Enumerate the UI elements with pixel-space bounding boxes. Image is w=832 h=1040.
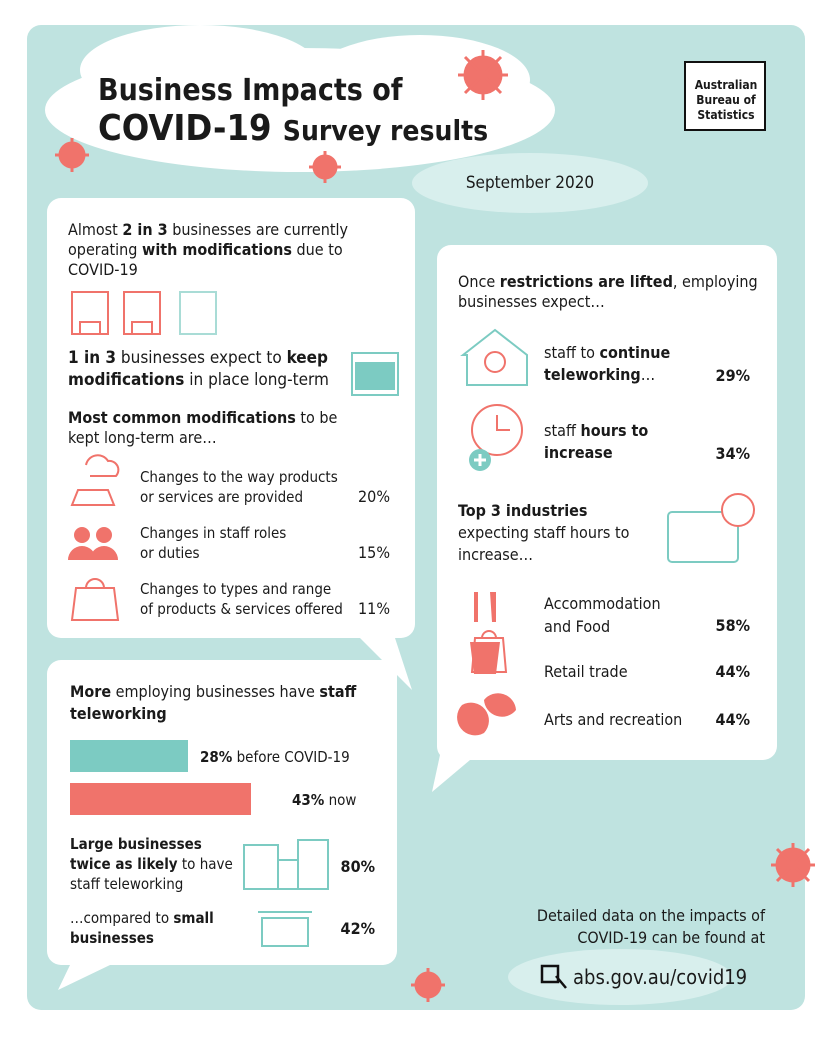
- pct: 42%: [340, 919, 375, 938]
- item: Changes to the way products or services a…: [140, 467, 338, 507]
- text: Large businesses twice as likely: [70, 835, 202, 873]
- logo-line: Bureau of: [696, 93, 756, 107]
- line: or duties: [140, 544, 200, 562]
- logo-line: Australian: [694, 78, 758, 92]
- text: in place long-term: [184, 370, 329, 390]
- pct: 43%: [292, 791, 325, 809]
- title: Business Impacts of: [98, 73, 403, 108]
- line: Changes to the way products: [140, 468, 338, 486]
- text: businesses expect to: [116, 348, 287, 368]
- title-line: COVID-19 Survey results: [98, 108, 488, 152]
- footer-text: Detailed data on the impacts of COVID-19…: [536, 906, 765, 947]
- pct: 20%: [358, 487, 390, 506]
- text: staff to: [544, 343, 600, 362]
- large: Large businesses twice as likely to have…: [70, 834, 240, 894]
- text: before COVID-19: [236, 748, 350, 766]
- link[interactable]: abs.gov.au/covid19: [573, 965, 748, 989]
- expect-item: staff hours to increase: [544, 420, 674, 464]
- pct: 80%: [340, 857, 375, 876]
- text: restrictions are lifted: [499, 272, 673, 291]
- text: businesses are currently operating: [68, 220, 349, 259]
- bar: [70, 740, 188, 772]
- text: to be kept long-term are…: [68, 408, 338, 447]
- text: Most common modifications: [68, 408, 296, 427]
- pct: 34%: [715, 444, 750, 463]
- line: Changes to types and range: [140, 580, 332, 598]
- text: Almost: [68, 220, 123, 239]
- text: staff teleworking: [70, 682, 357, 723]
- item: Changes in staff roles or duties: [140, 523, 286, 563]
- pct: 15%: [358, 543, 390, 562]
- text: small businesses: [70, 909, 214, 947]
- text: to have staff teleworking: [70, 855, 233, 893]
- title-covid: COVID-19: [98, 108, 272, 149]
- line: or services are provided: [140, 488, 304, 506]
- text: , employing businesses expect…: [458, 272, 758, 311]
- logo: Australian Bureau of Statistics: [688, 78, 764, 123]
- text: 1 in 3: [68, 348, 117, 368]
- bar-label: 28% before COVID-19: [200, 747, 350, 767]
- line: Changes in staff roles: [140, 524, 287, 542]
- item: Changes to types and range of products & …: [140, 579, 343, 619]
- subtitle: Survey results: [282, 114, 489, 147]
- text: More: [70, 682, 112, 701]
- text: staff: [544, 421, 581, 440]
- bar-label: 43% now: [292, 790, 356, 810]
- text: expecting staff hours to increase…: [458, 523, 630, 564]
- text: now: [328, 791, 357, 809]
- text: due to COVID-19: [68, 240, 343, 279]
- text: with modifications: [142, 240, 292, 259]
- small: …compared to small businesses: [70, 908, 220, 948]
- pct: 58%: [715, 616, 750, 635]
- intro: Almost 2 in 3 businesses are currently o…: [68, 220, 368, 280]
- text: hours to increase: [544, 421, 649, 462]
- industry: Retail trade: [544, 662, 628, 681]
- text: 2 in 3: [122, 220, 168, 239]
- pct: 44%: [715, 662, 750, 681]
- date: September 2020: [465, 173, 595, 193]
- text: continue teleworking: [544, 343, 671, 384]
- text: …compared to: [70, 909, 174, 927]
- text: keep modifications: [68, 348, 328, 390]
- logo-line: Statistics: [697, 108, 755, 122]
- text: …: [640, 365, 656, 384]
- expect-item: staff to continue teleworking…: [544, 342, 689, 386]
- industry: Accommodation and Food: [544, 594, 661, 636]
- industry: Arts and recreation: [544, 710, 683, 729]
- top3: Top 3 industries expecting staff hours t…: [458, 500, 633, 566]
- pct: 29%: [715, 366, 750, 385]
- pct: 11%: [358, 599, 390, 618]
- teleworking-title: More employing businesses have staff tel…: [70, 681, 360, 725]
- text: employing businesses have: [111, 682, 320, 701]
- text: Top 3 industries: [458, 501, 588, 520]
- pct: 28%: [200, 748, 233, 766]
- restrictions-intro: Once restrictions are lifted, employing …: [458, 272, 758, 312]
- text: Once: [458, 272, 500, 291]
- line: of products & services offered: [140, 600, 343, 618]
- keep: 1 in 3 businesses expect to keep modific…: [68, 347, 343, 391]
- bar: [70, 783, 251, 815]
- common: Most common modifications to be kept lon…: [68, 408, 348, 448]
- pct: 44%: [715, 710, 750, 729]
